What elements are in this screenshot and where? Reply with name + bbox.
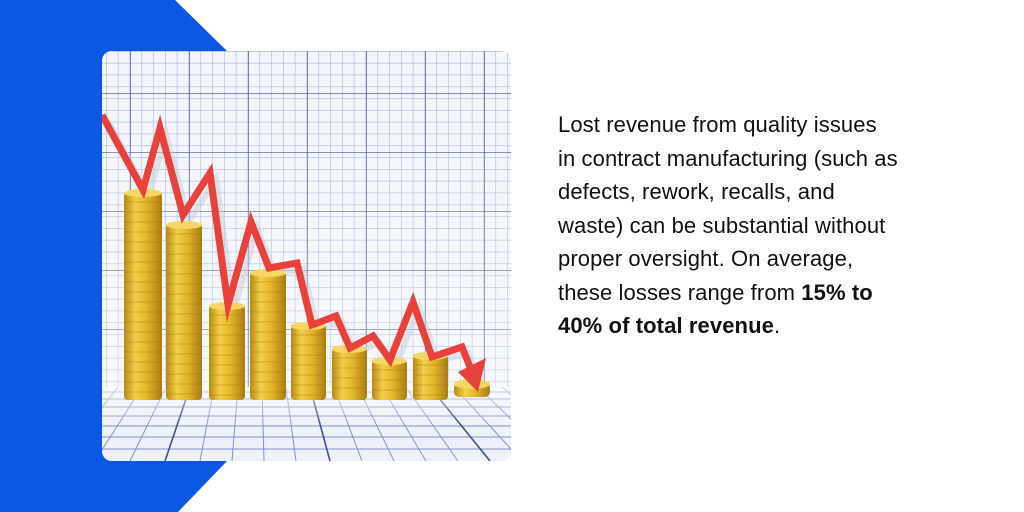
body-paragraph: Lost revenue from quality issues in cont… <box>558 108 898 343</box>
loss-range-highlight: 15% to 40% of total revenue <box>558 279 873 339</box>
declining-arrow <box>102 113 486 392</box>
coin-chart-graphic <box>102 51 511 461</box>
declining-revenue-illustration <box>102 51 511 461</box>
body-text-end: . <box>773 313 781 338</box>
body-text-intro: Lost revenue from quality issues in cont… <box>558 112 898 305</box>
coin-stacks <box>124 189 490 400</box>
